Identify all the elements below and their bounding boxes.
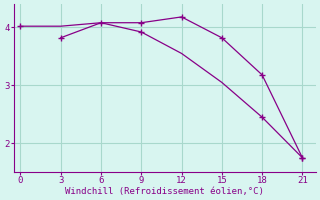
X-axis label: Windchill (Refroidissement éolien,°C): Windchill (Refroidissement éolien,°C) — [65, 187, 264, 196]
